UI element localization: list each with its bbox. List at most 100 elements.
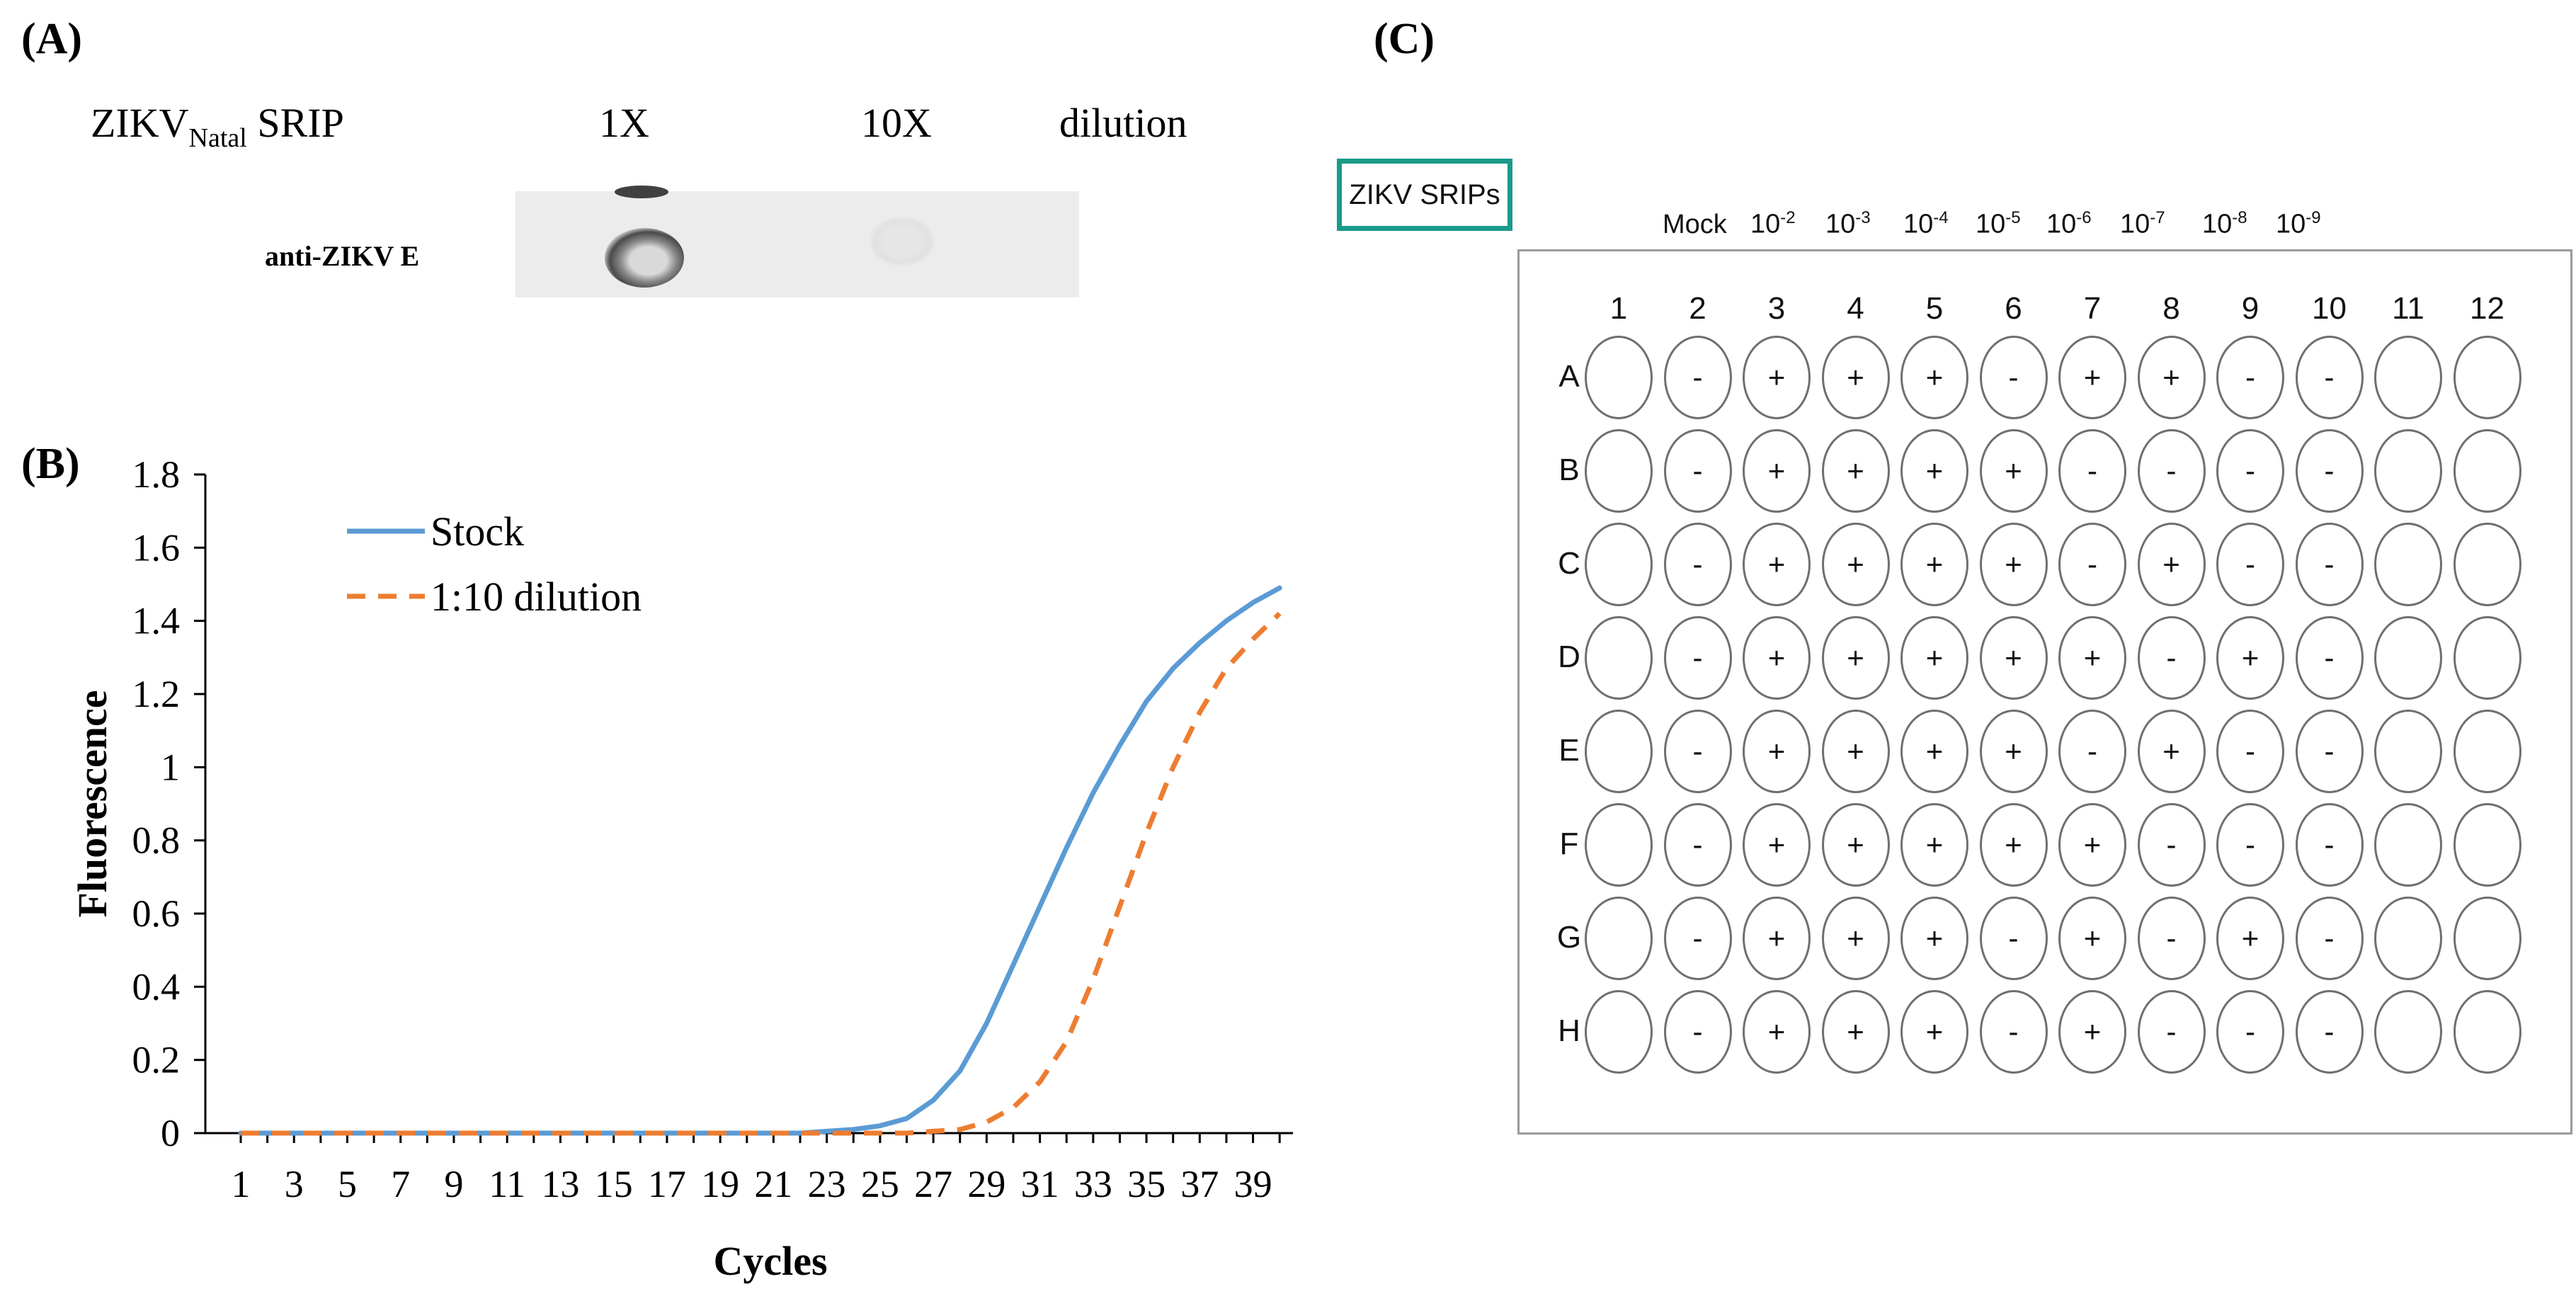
plate-well: - — [2137, 803, 2206, 887]
x-tick-label: 15 — [595, 1163, 633, 1205]
panel-a-label: (A) — [21, 15, 83, 63]
y-tick-label: 0 — [161, 1112, 180, 1154]
dilution-header: 10-3 — [1825, 208, 1871, 240]
dilution-header-base: 10 — [1750, 209, 1781, 239]
x-axis-title: Cycles — [713, 1238, 827, 1284]
plate-well: + — [1743, 803, 1811, 887]
x-tick-label: 35 — [1127, 1163, 1166, 1205]
plate-well — [1585, 990, 1653, 1074]
plate-well: + — [1900, 803, 1968, 887]
legend-label: 1:10 dilution — [431, 574, 642, 620]
col-label-10x: 10X — [861, 100, 932, 146]
plate-well: - — [2137, 429, 2206, 513]
plate-column-number: 8 — [2162, 291, 2180, 326]
plate-column-number: 2 — [1689, 291, 1706, 326]
plate-well: + — [1979, 803, 2048, 887]
blot-spot-1x — [605, 228, 684, 288]
plate-well — [2453, 523, 2521, 606]
plate-well: - — [2137, 616, 2206, 700]
dilution-header: 10-2 — [1750, 208, 1796, 240]
plate-well — [2374, 336, 2442, 419]
mock-header: Mock — [1663, 210, 1727, 239]
plate-well: + — [1743, 429, 1811, 513]
col-label-dilution: dilution — [1059, 100, 1187, 146]
plate-well: + — [1900, 616, 1968, 700]
x-tick-label: 33 — [1074, 1163, 1112, 1205]
srips-label: ZIKV SRIPs — [1349, 178, 1500, 210]
plate-row-letter: C — [1558, 546, 1580, 581]
plate-well: + — [2058, 897, 2126, 980]
plate-well: + — [1743, 990, 1811, 1074]
x-tick-label: 21 — [754, 1163, 792, 1205]
dilution-header-exponent: -7 — [2150, 208, 2165, 227]
plate-well — [2374, 523, 2442, 606]
plate-well: + — [1821, 897, 1890, 980]
plate-well: + — [2058, 616, 2126, 700]
plate-well: - — [2216, 429, 2284, 513]
dilution-header-exponent: -2 — [1780, 208, 1796, 227]
plate-well — [1585, 429, 1653, 513]
plate-well: - — [1663, 897, 1732, 980]
x-tick-label: 37 — [1180, 1163, 1219, 1205]
x-tick-label: 29 — [967, 1163, 1005, 1205]
plate-well: - — [2216, 990, 2284, 1074]
plate-well: - — [1663, 710, 1732, 793]
plate-well: - — [1979, 990, 2048, 1074]
plate-well: - — [2137, 897, 2206, 980]
plate-well: + — [1979, 429, 2048, 513]
plate-well — [2374, 990, 2442, 1074]
x-tick-label: 31 — [1021, 1163, 1059, 1205]
plate-well: - — [2216, 336, 2284, 419]
plate-well: - — [1663, 429, 1732, 513]
plate-well: - — [1663, 616, 1732, 700]
plate-well: + — [1979, 710, 2048, 793]
dilution-header: 10-6 — [2046, 208, 2092, 240]
plate-well: - — [1979, 336, 2048, 419]
plate-well: + — [1900, 336, 1968, 419]
plate-well: + — [1900, 710, 1968, 793]
plate-well: + — [1821, 616, 1890, 700]
plate-well — [1585, 336, 1653, 419]
plate-well: - — [2295, 897, 2364, 980]
plate-row-letter: F — [1559, 826, 1579, 861]
plate-well: + — [2058, 336, 2126, 419]
plate-well: + — [1743, 523, 1811, 606]
dilution-header-base: 10 — [1976, 209, 2006, 239]
y-tick-label: 0.2 — [132, 1039, 181, 1081]
plate-well — [2453, 429, 2521, 513]
series-line-stock — [238, 585, 1282, 1136]
plate-well — [2374, 710, 2442, 793]
dilution-header-exponent: -3 — [1855, 208, 1871, 227]
panel-a-title: ZIKVNatal SRIP — [91, 99, 344, 154]
plate-well — [2374, 429, 2442, 513]
plate-well: - — [2058, 429, 2126, 513]
plate-well: + — [2137, 523, 2206, 606]
plate-well: + — [1821, 523, 1890, 606]
plate-well: + — [2216, 897, 2284, 980]
plate-well — [1585, 897, 1653, 980]
plate-well: + — [1900, 897, 1968, 980]
dilution-header-base: 10 — [2120, 209, 2150, 239]
plate-well — [2453, 710, 2521, 793]
plate-well — [2453, 336, 2521, 419]
y-tick-label: 1 — [161, 746, 180, 788]
plate-well: - — [2295, 336, 2364, 419]
dilution-header-exponent: -8 — [2232, 208, 2247, 227]
dilution-header: 10-9 — [2276, 208, 2321, 240]
plate-well: - — [2216, 710, 2284, 793]
plate-column-number: 4 — [1847, 291, 1864, 326]
plate-well: + — [1900, 990, 1968, 1074]
plate-well: + — [1900, 523, 1968, 606]
plate-well: - — [2058, 523, 2126, 606]
plate-well: + — [1743, 616, 1811, 700]
plate-well: - — [2137, 990, 2206, 1074]
plate-column-number: 7 — [2083, 291, 2102, 326]
plate-well — [2453, 897, 2521, 980]
plate-well: - — [2295, 429, 2364, 513]
plate-well: + — [2137, 336, 2206, 419]
plate-well: - — [2295, 803, 2364, 887]
plate-row-letter: A — [1558, 359, 1580, 394]
dilution-header: 10-4 — [1903, 208, 1949, 240]
plate-well — [1585, 803, 1653, 887]
dilution-header-exponent: -6 — [2076, 208, 2092, 227]
